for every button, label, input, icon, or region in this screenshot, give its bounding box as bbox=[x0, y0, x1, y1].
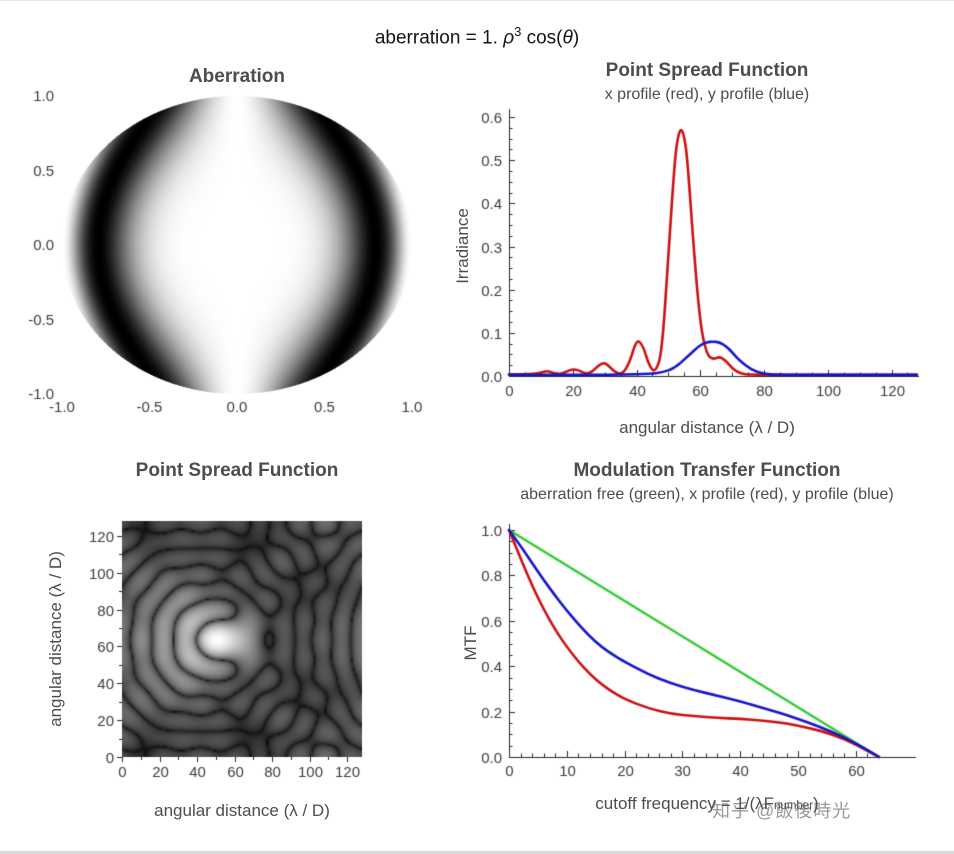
mtf-xaxis-label-prefix: cutoff frequency = 1/(λF bbox=[595, 794, 775, 813]
bottom-border-line bbox=[0, 851, 954, 854]
psf-profiles-xaxis-label: angular distance (λ / D) bbox=[619, 418, 795, 437]
psf-image-canvas bbox=[80, 512, 400, 797]
rho-symbol: ρ bbox=[503, 27, 515, 49]
psf-image-yaxis-label: angular distance (λ / D) bbox=[46, 551, 65, 727]
rho-exponent: 3 bbox=[514, 24, 522, 39]
mtf-xaxis-label: cutoff frequency = 1/(λFnumber) bbox=[460, 794, 954, 814]
psf-image-xaxis-label: angular distance (λ / D) bbox=[154, 801, 330, 820]
aberration-title: Aberration bbox=[188, 66, 286, 87]
mtf-chart-canvas bbox=[460, 512, 954, 797]
theta-symbol: θ bbox=[562, 27, 573, 49]
mtf-xaxis-label-suffix: ) bbox=[813, 794, 819, 813]
figure-title-prefix: aberration = 1. bbox=[374, 27, 504, 49]
top-border-line bbox=[0, 0, 954, 1]
zhihu-watermark: 知乎 @飯後時光 bbox=[712, 801, 852, 821]
psf-profiles-chart-canvas bbox=[460, 105, 954, 405]
psf-image-title: Point Spread Function bbox=[135, 460, 339, 481]
psf-profiles-subtitle: x profile (red), y profile (blue) bbox=[604, 86, 810, 103]
figure-title-close: ) bbox=[572, 27, 580, 49]
aberration-heatmap-canvas bbox=[10, 90, 430, 435]
mtf-xaxis-label-subscript: number bbox=[774, 800, 814, 812]
psf-profiles-title: Point Spread Function bbox=[605, 60, 809, 81]
figure-title-mid: cos( bbox=[521, 27, 563, 49]
mtf-title: Modulation Transfer Function bbox=[573, 460, 841, 481]
mtf-subtitle: aberration free (green), x profile (red)… bbox=[520, 486, 894, 503]
figure-title: aberration = 1. ρ3 cos(θ) bbox=[0, 24, 954, 49]
